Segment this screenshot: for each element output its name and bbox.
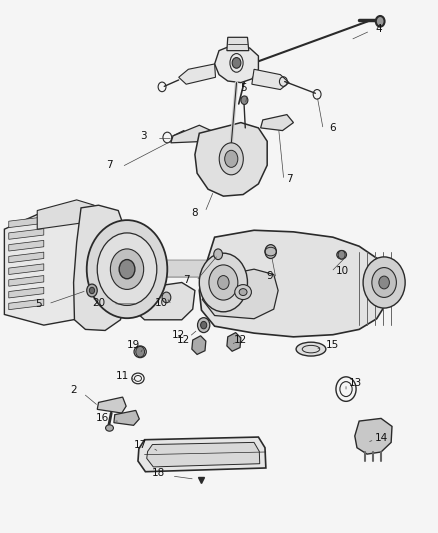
Polygon shape <box>114 410 139 425</box>
Text: 5: 5 <box>240 83 247 93</box>
Polygon shape <box>261 115 293 131</box>
Text: 12: 12 <box>172 330 185 340</box>
Polygon shape <box>227 37 249 51</box>
Polygon shape <box>9 287 44 298</box>
Circle shape <box>209 265 238 300</box>
Circle shape <box>162 292 171 303</box>
Text: 6: 6 <box>329 123 336 133</box>
Text: 7: 7 <box>106 160 113 170</box>
Circle shape <box>379 276 389 289</box>
Circle shape <box>136 346 145 357</box>
Circle shape <box>201 321 207 329</box>
Ellipse shape <box>296 342 326 356</box>
Polygon shape <box>37 200 94 229</box>
Text: 5: 5 <box>35 299 42 309</box>
Circle shape <box>265 245 276 259</box>
Polygon shape <box>164 260 228 277</box>
Circle shape <box>214 249 223 260</box>
Polygon shape <box>355 418 392 454</box>
Ellipse shape <box>239 289 247 295</box>
Polygon shape <box>179 64 215 84</box>
Circle shape <box>97 233 157 305</box>
Polygon shape <box>9 252 44 263</box>
Text: 3: 3 <box>140 131 147 141</box>
Polygon shape <box>9 229 44 239</box>
Polygon shape <box>227 333 241 351</box>
Polygon shape <box>195 123 267 196</box>
Text: 9: 9 <box>266 271 273 281</box>
Circle shape <box>87 220 167 318</box>
Polygon shape <box>215 45 258 83</box>
Polygon shape <box>74 205 127 330</box>
Text: 4: 4 <box>375 25 382 34</box>
Polygon shape <box>252 69 289 90</box>
Circle shape <box>218 276 229 289</box>
Polygon shape <box>138 437 266 472</box>
Text: 12: 12 <box>177 335 190 345</box>
Text: 10: 10 <box>155 298 168 308</box>
Text: 20: 20 <box>92 298 105 308</box>
Circle shape <box>87 284 97 297</box>
Text: 15: 15 <box>326 341 339 350</box>
Text: 2: 2 <box>70 385 77 395</box>
Text: 7: 7 <box>183 275 190 285</box>
Circle shape <box>199 253 247 312</box>
Text: 14: 14 <box>375 433 389 443</box>
Text: 18: 18 <box>152 469 165 478</box>
Ellipse shape <box>219 143 244 175</box>
Circle shape <box>376 16 385 27</box>
Ellipse shape <box>235 285 251 300</box>
Polygon shape <box>192 336 206 354</box>
Circle shape <box>110 249 144 289</box>
Circle shape <box>338 251 345 259</box>
Polygon shape <box>136 282 195 320</box>
Polygon shape <box>199 230 390 337</box>
Text: 11: 11 <box>116 371 129 381</box>
Polygon shape <box>147 442 260 467</box>
Circle shape <box>89 287 95 294</box>
Polygon shape <box>9 276 44 286</box>
Polygon shape <box>9 240 44 251</box>
Circle shape <box>119 260 135 279</box>
Ellipse shape <box>225 150 238 167</box>
Ellipse shape <box>337 251 346 259</box>
Ellipse shape <box>106 425 113 431</box>
Polygon shape <box>9 217 44 228</box>
Polygon shape <box>9 299 44 310</box>
Text: 19: 19 <box>127 341 140 350</box>
Text: 12: 12 <box>234 335 247 345</box>
Circle shape <box>232 58 241 68</box>
Polygon shape <box>9 264 44 274</box>
Text: 10: 10 <box>336 266 349 276</box>
Text: 7: 7 <box>286 174 293 183</box>
Text: 8: 8 <box>191 208 198 218</box>
Polygon shape <box>202 269 278 319</box>
Polygon shape <box>97 397 126 413</box>
Circle shape <box>372 268 396 297</box>
Text: 16: 16 <box>96 414 110 423</box>
Text: 17: 17 <box>134 440 147 450</box>
Polygon shape <box>4 211 96 325</box>
Ellipse shape <box>134 346 146 358</box>
Polygon shape <box>171 125 215 143</box>
Text: 13: 13 <box>349 378 362 387</box>
Circle shape <box>198 318 210 333</box>
Circle shape <box>241 96 248 104</box>
Circle shape <box>363 257 405 308</box>
